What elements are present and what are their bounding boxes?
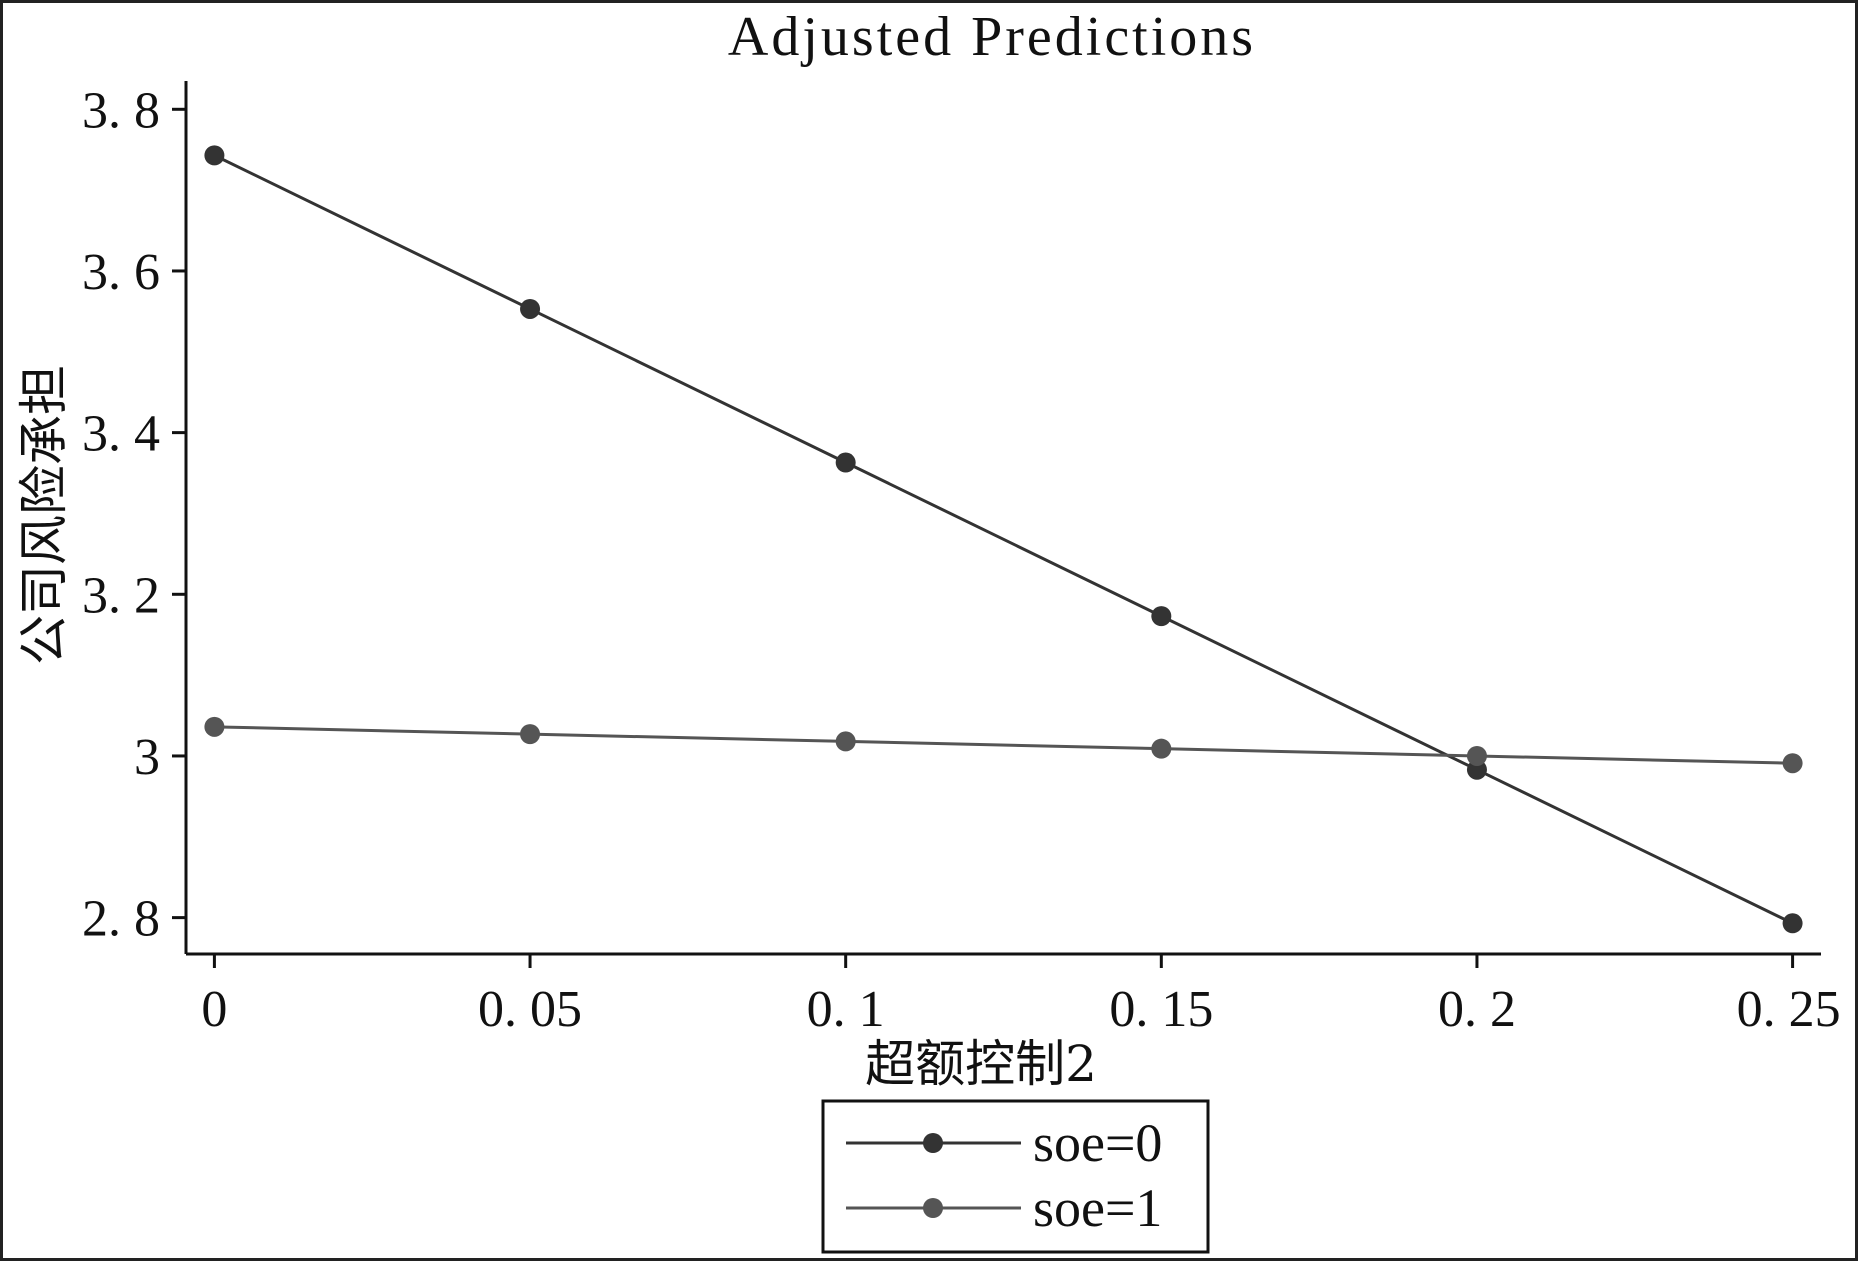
x-tick-label: 0. 2 xyxy=(1438,981,1516,1038)
legend-box xyxy=(821,1099,1210,1254)
legend-marker-soe=1 xyxy=(923,1198,943,1218)
y-tick-label: 3. 4 xyxy=(82,406,160,463)
x-tick-label: 0. 15 xyxy=(1109,981,1213,1038)
series-line-soe=0 xyxy=(213,154,1794,925)
x-tick-label: 0 xyxy=(201,981,227,1038)
x-tick-label: 0. 05 xyxy=(478,981,582,1038)
series-lines xyxy=(204,145,1803,934)
data-point-soe=0 xyxy=(204,145,225,166)
data-point-soe=1 xyxy=(1782,753,1803,774)
y-tick-label: 2. 8 xyxy=(82,891,160,948)
data-point-soe=0 xyxy=(1782,913,1803,934)
adjusted-predictions-chart: Adjusted Predictions 2. 8 3 3. 2 3. 4 3. 6 3.… xyxy=(15,6,1841,1254)
data-point-soe=0 xyxy=(835,452,856,473)
x-axis-label: 超额控制2 xyxy=(865,1035,1097,1093)
legend-label-soe=0: soe=0 xyxy=(1033,1113,1162,1173)
y-tick-label: 3. 8 xyxy=(82,82,160,139)
data-point-soe=1 xyxy=(1151,738,1172,759)
axes xyxy=(184,81,1821,956)
data-point-soe=1 xyxy=(204,716,225,737)
y-axis-label: 公司风险承担 xyxy=(15,365,73,665)
x-tick-label: 0. 25 xyxy=(1737,981,1841,1038)
legend-marker-soe=0 xyxy=(923,1133,943,1153)
x-tick-label: 0. 1 xyxy=(807,981,885,1038)
data-point-soe=0 xyxy=(1151,606,1172,627)
series-line-soe=1 xyxy=(214,725,1793,765)
y-tick-label: 3. 2 xyxy=(82,567,160,624)
legend-label-soe=1: soe=1 xyxy=(1033,1178,1162,1238)
data-point-soe=1 xyxy=(520,724,541,745)
y-tick-label: 3 xyxy=(134,729,160,786)
data-point-soe=1 xyxy=(835,731,856,752)
data-point-soe=0 xyxy=(1466,759,1487,780)
data-point-soe=1 xyxy=(1466,745,1487,766)
chart-title: Adjusted Predictions xyxy=(728,6,1256,68)
data-point-soe=0 xyxy=(520,298,541,319)
ticks: 2. 8 3 3. 2 3. 4 3. 6 3. 8 0 0. 05 0. 1 0. 15 0. 2… xyxy=(82,82,1841,1038)
y-tick-label: 3. 6 xyxy=(82,244,160,301)
